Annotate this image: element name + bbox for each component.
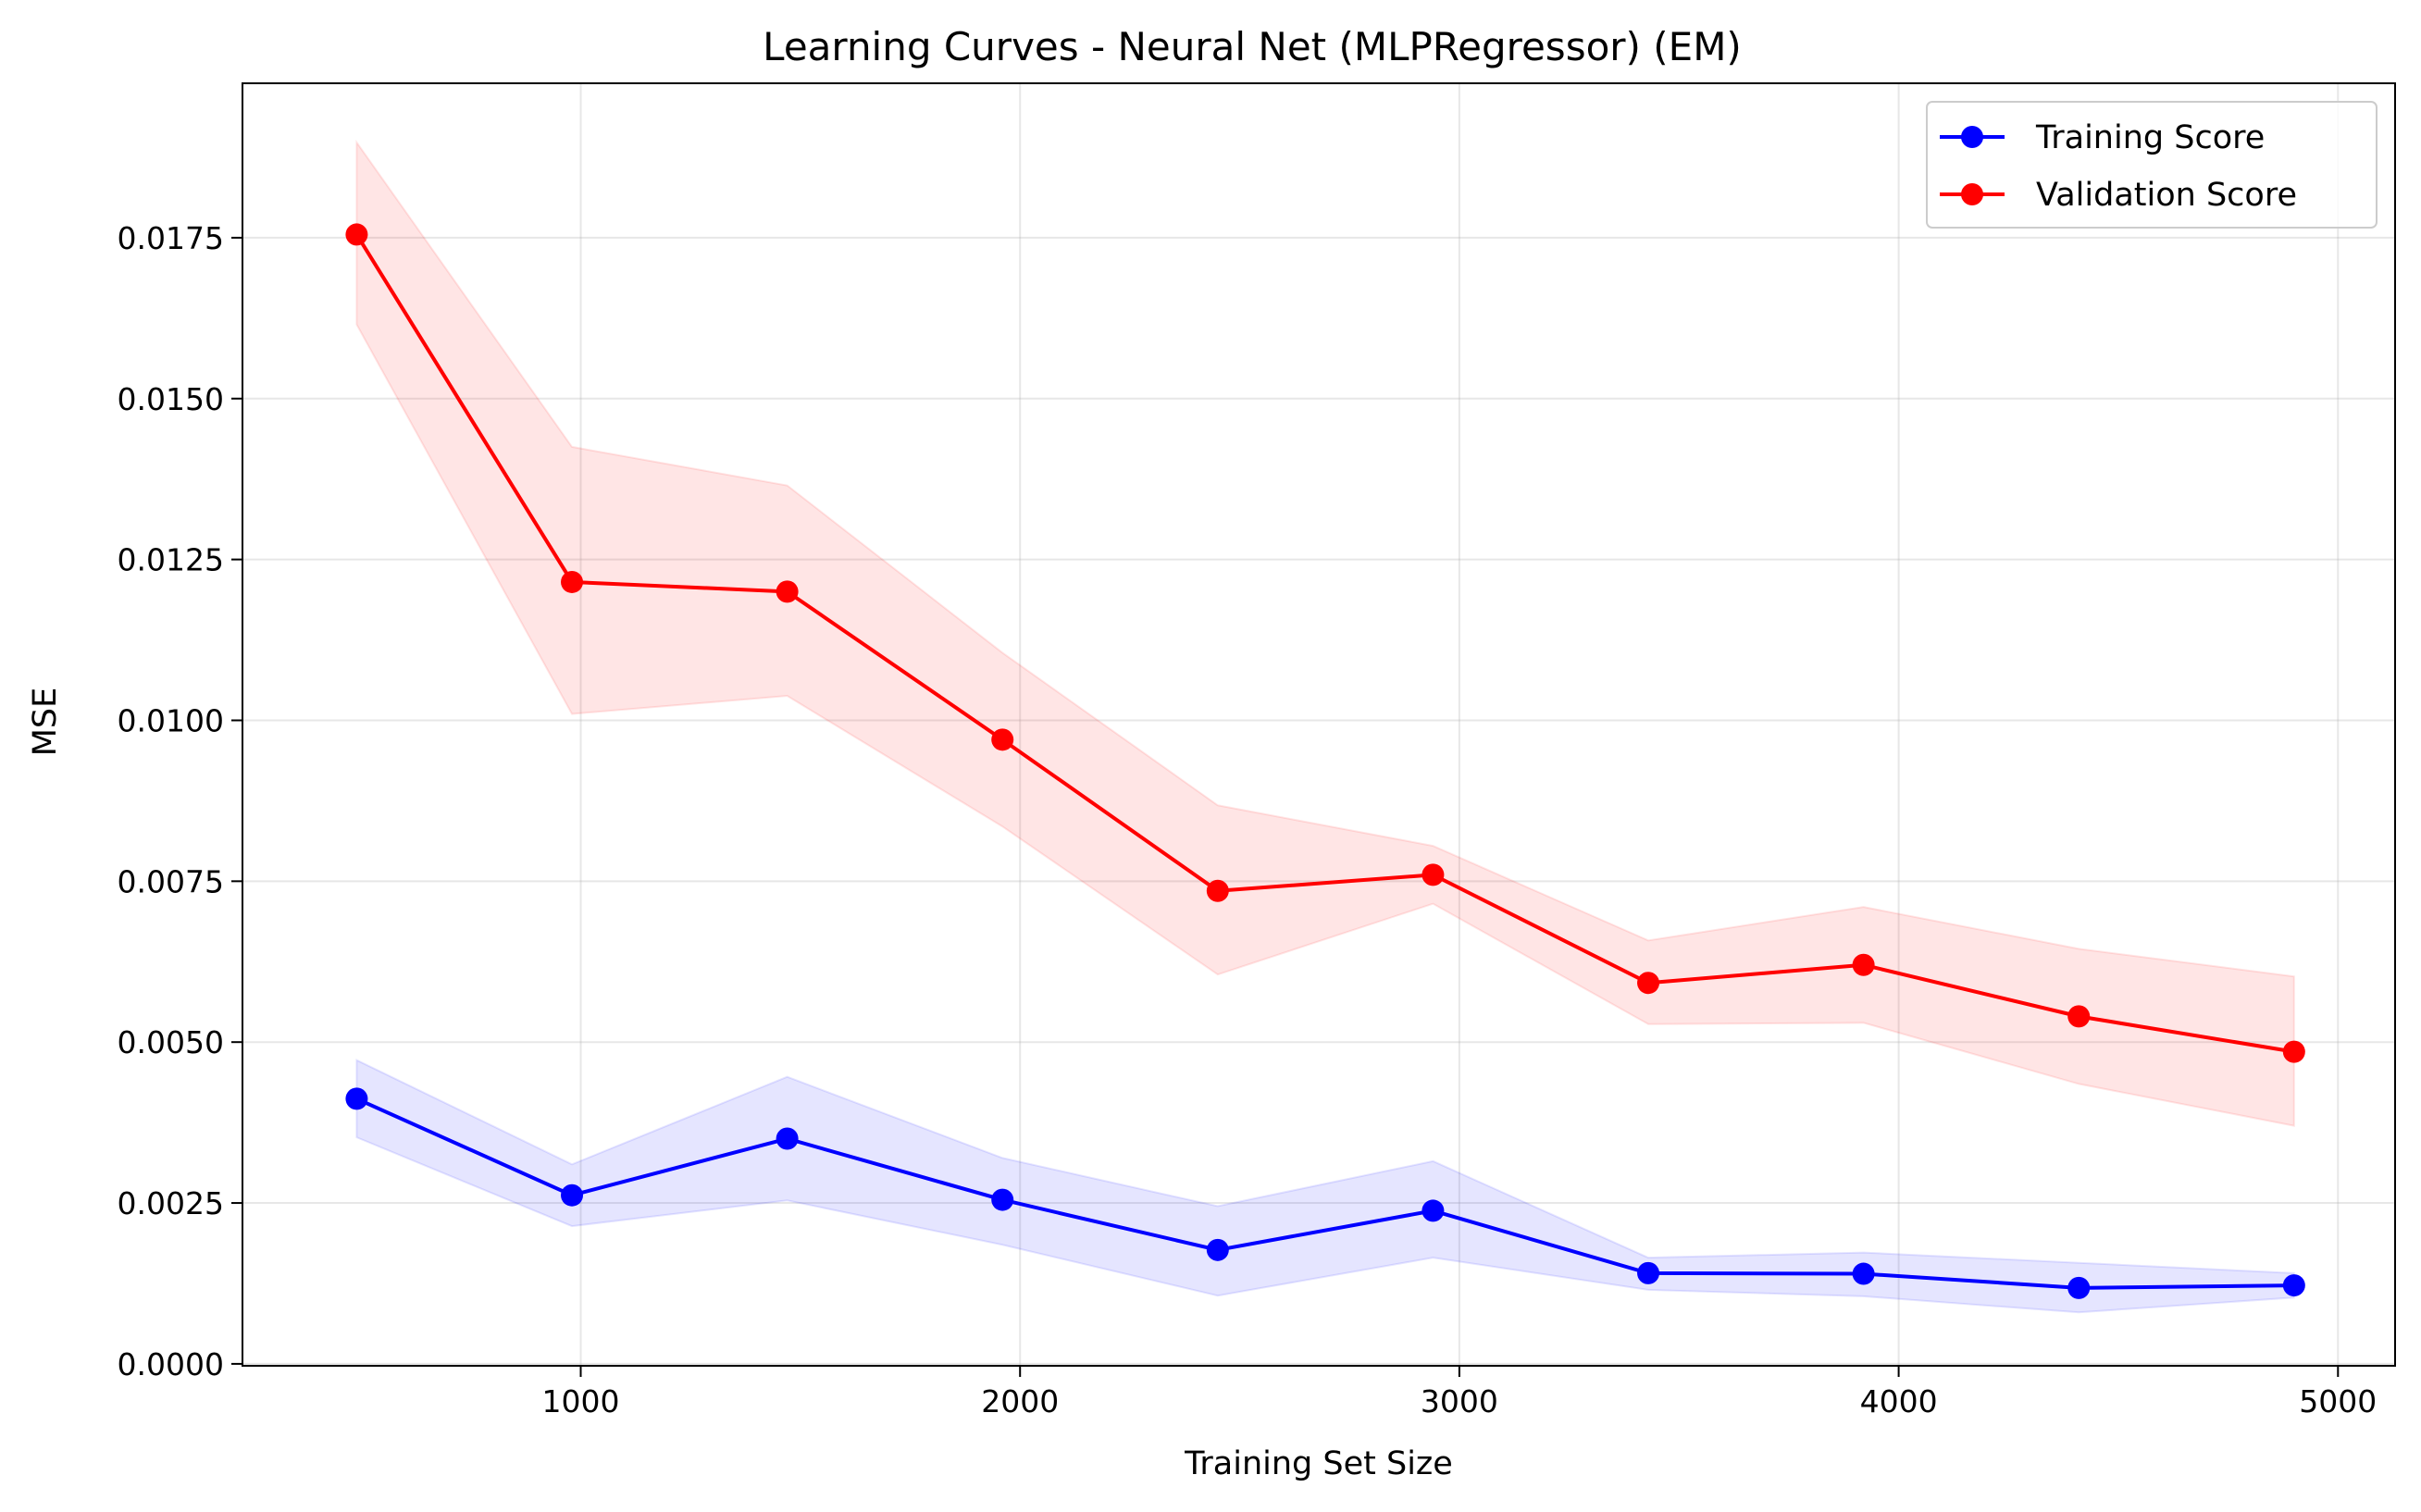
grid — [242, 83, 2395, 1366]
validation-score-legend-label: Validation Score — [2036, 177, 2297, 214]
x-axis-ticks: 1000 2000 3000 4000 5000 — [542, 1366, 2377, 1419]
y-tick-label: 0.0125 — [118, 542, 224, 578]
y-tick-label: 0.0150 — [118, 381, 224, 417]
chart-title: Learning Curves - Neural Net (MLPRegress… — [763, 24, 1742, 69]
confidence-bands — [355, 139, 2295, 1314]
training-score-legend-label: Training Score — [2035, 119, 2265, 156]
training-score-point — [1637, 1261, 1660, 1284]
x-axis-title: Training Set Size — [1184, 1445, 1453, 1482]
x-tick-label: 5000 — [2299, 1383, 2377, 1419]
y-tick-label: 0.0025 — [118, 1185, 224, 1221]
series-lines — [354, 233, 2295, 1290]
training-score-point — [991, 1188, 1014, 1211]
x-tick-label: 1000 — [542, 1383, 620, 1419]
validation-score-point — [1422, 863, 1445, 886]
plot-area-frame — [242, 82, 2396, 1367]
y-tick-label: 0.0175 — [118, 220, 224, 256]
training-score-point — [1422, 1199, 1445, 1222]
training-score-band — [355, 1059, 2295, 1314]
training-score-point — [1852, 1262, 1875, 1285]
training-score-point — [345, 1087, 368, 1110]
validation-score-legend-marker — [1961, 183, 1983, 205]
validation-score-line — [354, 233, 2295, 1054]
y-tick-label: 0.0000 — [118, 1346, 224, 1382]
series-markers — [345, 223, 2305, 1299]
validation-score-point — [1637, 972, 1660, 995]
legend: Training Score Validation Score — [1926, 101, 2378, 229]
y-axis-title: MSE — [27, 688, 64, 757]
y-tick-label: 0.0100 — [118, 702, 224, 738]
validation-score-point — [2282, 1040, 2305, 1063]
training-score-point — [2067, 1276, 2091, 1299]
x-tick-label: 3000 — [1421, 1383, 1498, 1419]
validation-score-band — [355, 139, 2295, 1127]
validation-score-point — [561, 570, 584, 593]
validation-score-point — [1852, 953, 1875, 976]
validation-score-point — [776, 580, 799, 603]
y-tick-label: 0.0050 — [118, 1024, 224, 1060]
training-score-legend-marker — [1961, 126, 1983, 148]
validation-score-point — [1206, 879, 1229, 902]
training-score-line — [355, 1097, 2294, 1290]
y-tick-label: 0.0075 — [118, 863, 224, 899]
validation-score-point — [991, 728, 1014, 751]
training-score-point — [561, 1184, 584, 1207]
training-score-point — [776, 1127, 799, 1150]
validation-score-point — [2067, 1005, 2091, 1028]
training-score-point — [1206, 1238, 1229, 1261]
x-tick-label: 4000 — [1860, 1383, 1938, 1419]
validation-score-point — [345, 223, 368, 246]
training-score-point — [2282, 1274, 2305, 1297]
x-tick-label: 2000 — [981, 1383, 1059, 1419]
y-axis-ticks: 0.0000 0.0025 0.0050 0.0075 0.0100 0.0125 0.01… — [118, 220, 242, 1382]
legend-box — [1926, 101, 2378, 229]
